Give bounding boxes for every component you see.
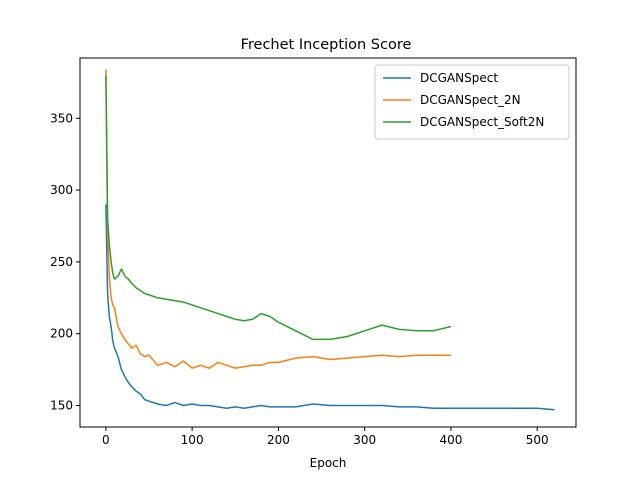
legend-label: DCGANSpect_Soft2N bbox=[420, 115, 544, 129]
x-tick-label: 0 bbox=[102, 433, 110, 447]
y-tick-label: 300 bbox=[50, 183, 73, 197]
y-tick-label: 250 bbox=[50, 255, 73, 269]
y-tick-label: 200 bbox=[50, 327, 73, 341]
x-tick-label: 100 bbox=[181, 433, 204, 447]
legend: DCGANSpect DCGANSpect_2N DCGANSpect_Soft2N bbox=[374, 64, 570, 140]
legend-label: DCGANSpect bbox=[420, 71, 498, 85]
series-line-2 bbox=[105, 69, 451, 369]
x-tick-label: 200 bbox=[267, 433, 290, 447]
x-tick-label: 300 bbox=[353, 433, 376, 447]
y-axis: 150 200 250 300 350 bbox=[50, 111, 80, 412]
y-tick-label: 350 bbox=[50, 111, 73, 125]
series-layer bbox=[105, 69, 555, 411]
x-axis: 0 100 200 300 400 500 bbox=[102, 427, 549, 447]
chart-title: Frechet Inception Score bbox=[241, 37, 412, 53]
x-axis-label: Epoch bbox=[310, 456, 347, 470]
x-tick-label: 400 bbox=[439, 433, 462, 447]
legend-box bbox=[374, 64, 570, 140]
plot-frame bbox=[79, 57, 577, 428]
x-tick-label: 500 bbox=[526, 433, 549, 447]
y-tick-label: 150 bbox=[50, 398, 73, 412]
legend-label: DCGANSpect_2N bbox=[420, 93, 521, 107]
series-line-1 bbox=[105, 204, 555, 411]
series-line-3 bbox=[105, 75, 452, 341]
